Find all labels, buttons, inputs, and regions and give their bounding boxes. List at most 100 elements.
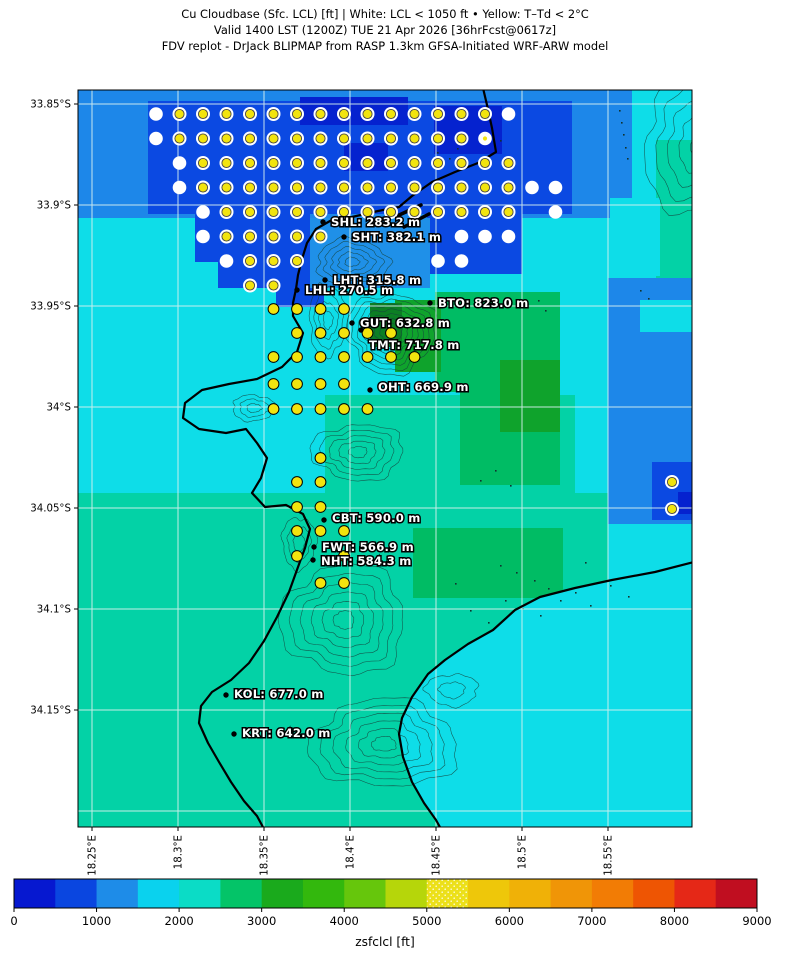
colorbar-border [13,878,758,909]
yellow-spread-dot [338,577,350,589]
yellow-spread-dot [666,503,678,515]
terrain-contour-ring [299,582,384,658]
yellow-spread-dot [291,182,303,193]
yellow-spread-dot [268,206,279,218]
yellow-spread-dot [338,303,350,315]
station-label-BTO: BTO: 823.0 m [438,296,528,310]
yellow-spread-dot [268,157,279,169]
terrain-contour-ring [370,736,397,752]
white-lcl-dot [548,205,563,219]
map-speck [510,485,512,487]
colorbar-segment [633,879,675,908]
model-pixel-patch [413,528,563,598]
yellow-spread-dot [291,403,303,415]
yellow-spread-dot [432,157,444,169]
colorbar-segment [591,879,634,908]
yellow-spread-dot [267,303,280,315]
yellow-spread-dot [291,501,303,513]
terrain-contour-ring [358,728,409,759]
yellow-spread-dot [479,182,491,193]
map-speck [628,596,630,598]
terrain-contour-ring [315,236,394,287]
white-lcl-dot [454,229,469,244]
white-lcl-dot [525,180,539,195]
colorbar-segment [344,879,386,908]
station-marker-FWT [311,544,317,550]
model-pixel-patch [608,524,692,564]
yellow-spread-dot [315,108,326,120]
yellow-spread-dot [666,476,678,488]
terrain-contour-ring [655,90,692,202]
yellow-spread-dot [338,157,350,169]
terrain-contour-ring [292,534,306,554]
lat-tick-label: 33.95°S [30,302,71,313]
terrain-contour-ring [318,300,339,340]
terrain-contour-ring [323,310,334,331]
lat-tick-label: 34.1°S [37,605,71,616]
terrain-contour-ring [277,563,403,677]
yellow-spread-dot [362,182,373,193]
colorbar-tick-label: 5000 [412,914,441,928]
terrain-contour-ring [644,90,692,216]
lat-tick-label: 33.9°S [37,201,71,212]
terrain-contour-ring [373,318,409,350]
model-pixel-patch [656,140,692,278]
station-label-TMT: TMT: 717.8 m [369,338,460,352]
yellow-spread-dot [244,133,256,144]
yellow-spread-dot [456,182,467,193]
colorbar-segment [674,879,717,908]
yellow-spread-dot [291,108,303,120]
yellow-spread-dot [244,157,256,169]
model-pixel-patch [610,198,660,276]
colorbar-tick-label: 2000 [164,914,193,928]
map-speck [621,122,623,124]
station-marker-NHT [310,557,316,563]
yellow-spread-dot [314,303,327,315]
map-speck [500,140,502,142]
yellow-spread-dot [361,327,374,339]
yellow-spread-dot [338,550,350,562]
yellow-spread-dot [385,327,397,339]
yellow-spread-dot [409,182,420,193]
station-marker-OHT [367,387,373,393]
station-label-KRT: KRT: 642.0 m [242,726,331,740]
yellow-spread-dot [267,351,280,363]
yellow-spread-dot [385,108,397,120]
station-marker-BTO [427,300,433,306]
colorbar-tick-label: 0 [10,914,17,928]
yellow-spread-dot [291,351,303,363]
colorbar-tick-label: 9000 [742,914,771,928]
yellow-spread-dot [315,182,326,193]
station-label-CBT: CBT: 590.0 m [332,511,420,525]
yellow-spread-dot [221,133,232,144]
colorbar-segment [385,879,428,908]
colorbar-tick-label: 4000 [330,914,359,928]
model-pixel-patch [678,492,692,514]
map-speck [534,580,536,582]
yellow-spread-dot [408,351,421,363]
white-lcl-dot [149,107,163,121]
yellow-spread-dot [503,182,514,193]
yellow-spread-dot [338,108,350,120]
yellow-spread-dot [314,476,327,488]
map-speck [457,148,459,150]
station-label-SHL: SHL: 283.2 m [331,215,420,229]
yellow-spread-dot [268,108,279,120]
white-lcl-dot [431,254,445,268]
map-speck [480,480,482,482]
white-lcl-dot [454,254,469,268]
terrain-contour-ring [422,673,480,709]
lat-tick-label: 34°S [46,403,71,414]
yellow-spread-dot [338,378,350,390]
terrain-contour-ring [309,424,404,482]
map-speck [619,110,621,112]
colorbar-segment [509,879,552,908]
yellow-spread-dot [291,327,303,339]
yellow-spread-dot [314,378,327,390]
colorbar-segment [179,879,221,908]
station-label-OHT: OHT: 669.9 m [378,380,469,394]
terrain-contour-ring [437,681,466,700]
yellow-spread-dot [385,133,397,144]
coastline-peninsula-west-coast [181,90,498,827]
false-bay-water [399,562,692,827]
